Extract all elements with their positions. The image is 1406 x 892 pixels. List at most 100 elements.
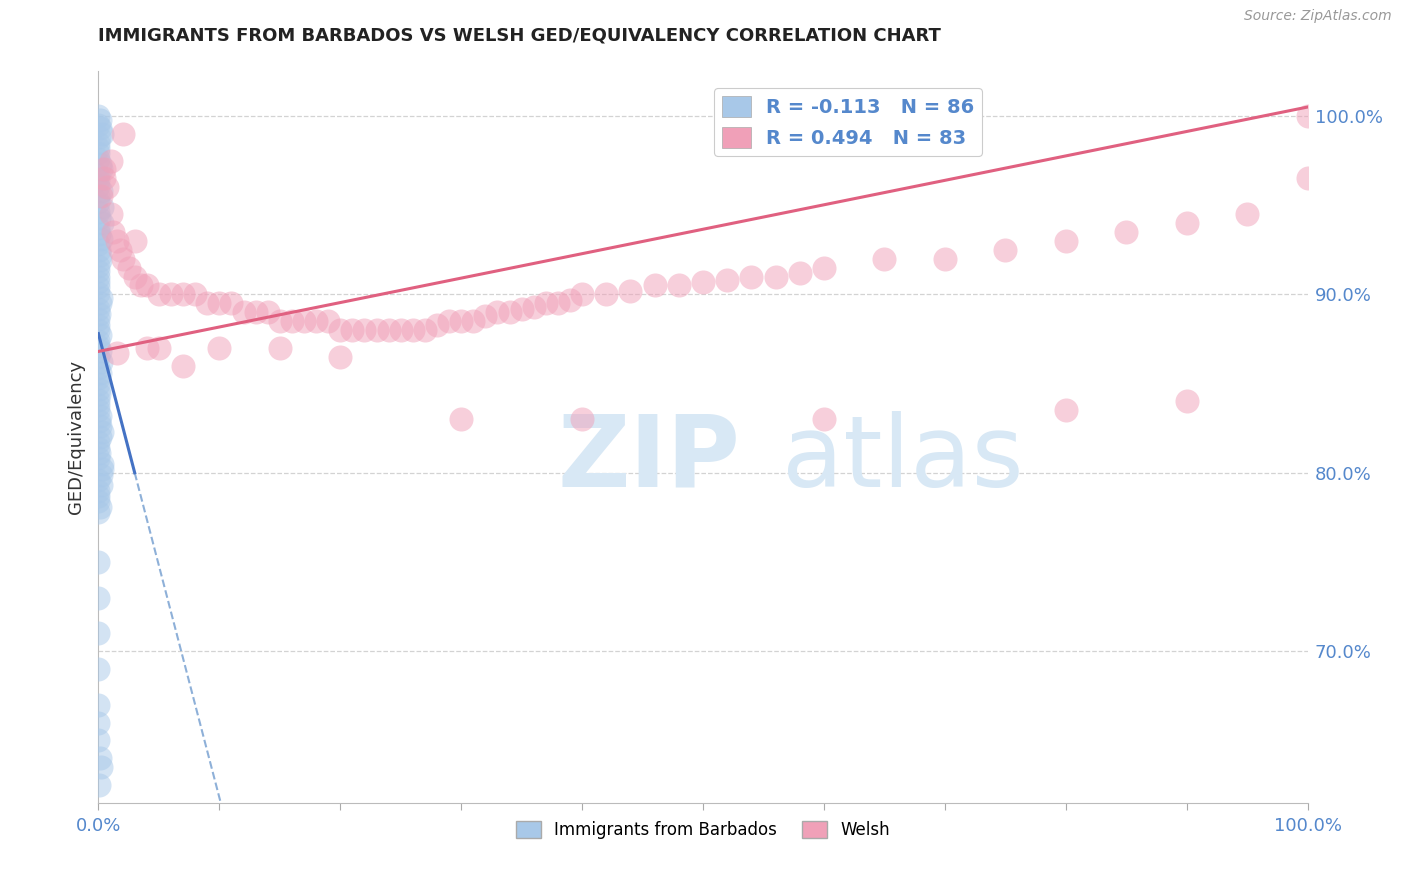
Point [90,355,112,369]
Point [100,153,122,168]
Point [474,309,496,323]
Text: IMMIGRANTS FROM BARBADOS VS WELSH GED/EQUIVALENCY CORRELATION CHART: IMMIGRANTS FROM BARBADOS VS WELSH GED/EQ… [98,27,941,45]
Point [208,296,231,310]
Point [765,269,787,284]
Point [269,314,291,328]
Point [87,473,110,487]
Point [668,278,690,293]
Point [87,189,110,203]
Point [292,314,315,328]
Point [87,259,110,273]
Point [498,305,520,319]
Point [89,430,111,444]
Point [353,323,375,337]
Point [245,305,267,319]
Point [740,269,762,284]
Point [87,205,110,219]
Point [87,662,110,676]
Point [172,359,194,373]
Point [87,280,110,294]
Point [90,462,112,476]
Point [510,301,533,316]
Point [89,248,111,262]
Point [111,252,134,266]
Point [342,323,364,337]
Point [89,500,111,514]
Point [90,425,112,439]
Point [87,130,110,145]
Point [100,207,122,221]
Point [87,494,110,508]
Point [89,419,111,434]
Point [148,341,170,355]
Point [366,323,388,337]
Point [644,278,666,293]
Point [547,296,569,310]
Point [87,312,110,326]
Point [873,252,896,266]
Point [118,260,141,275]
Point [87,733,110,747]
Point [450,412,472,426]
Point [93,162,115,177]
Point [90,467,112,482]
Point [1115,225,1137,239]
Point [221,296,243,310]
Point [619,284,641,298]
Point [87,451,110,466]
Point [1175,394,1198,409]
Point [87,264,110,278]
Point [692,275,714,289]
Point [89,344,111,359]
Point [87,698,110,712]
Point [108,243,131,257]
Point [90,189,112,203]
Point [90,760,112,774]
Point [87,371,110,385]
Point [124,269,146,284]
Point [89,751,111,765]
Point [101,225,124,239]
Point [534,296,557,310]
Point [87,301,110,316]
Point [1236,207,1258,221]
Point [87,109,110,123]
Point [124,234,146,248]
Point [87,237,110,252]
Point [571,287,593,301]
Point [486,305,509,319]
Point [87,221,110,235]
Point [994,243,1017,257]
Point [89,382,111,396]
Point [377,323,399,337]
Point [558,293,581,307]
Point [89,409,111,423]
Point [90,291,112,305]
Point [813,260,835,275]
Point [90,200,112,214]
Point [87,339,110,353]
Point [934,252,956,266]
Point [389,323,412,337]
Point [87,173,110,187]
Point [813,412,835,426]
Point [87,243,110,257]
Point [256,305,278,319]
Point [329,350,352,364]
Point [89,328,111,343]
Point [87,403,110,417]
Point [87,323,110,337]
Text: atlas: atlas [782,410,1024,508]
Point [87,376,110,391]
Point [716,273,738,287]
Point [87,555,110,569]
Point [87,275,110,289]
Point [87,392,110,407]
Point [87,387,110,401]
Point [595,287,617,301]
Point [413,323,436,337]
Point [129,278,152,293]
Point [87,715,110,730]
Point [148,287,170,301]
Point [90,478,112,492]
